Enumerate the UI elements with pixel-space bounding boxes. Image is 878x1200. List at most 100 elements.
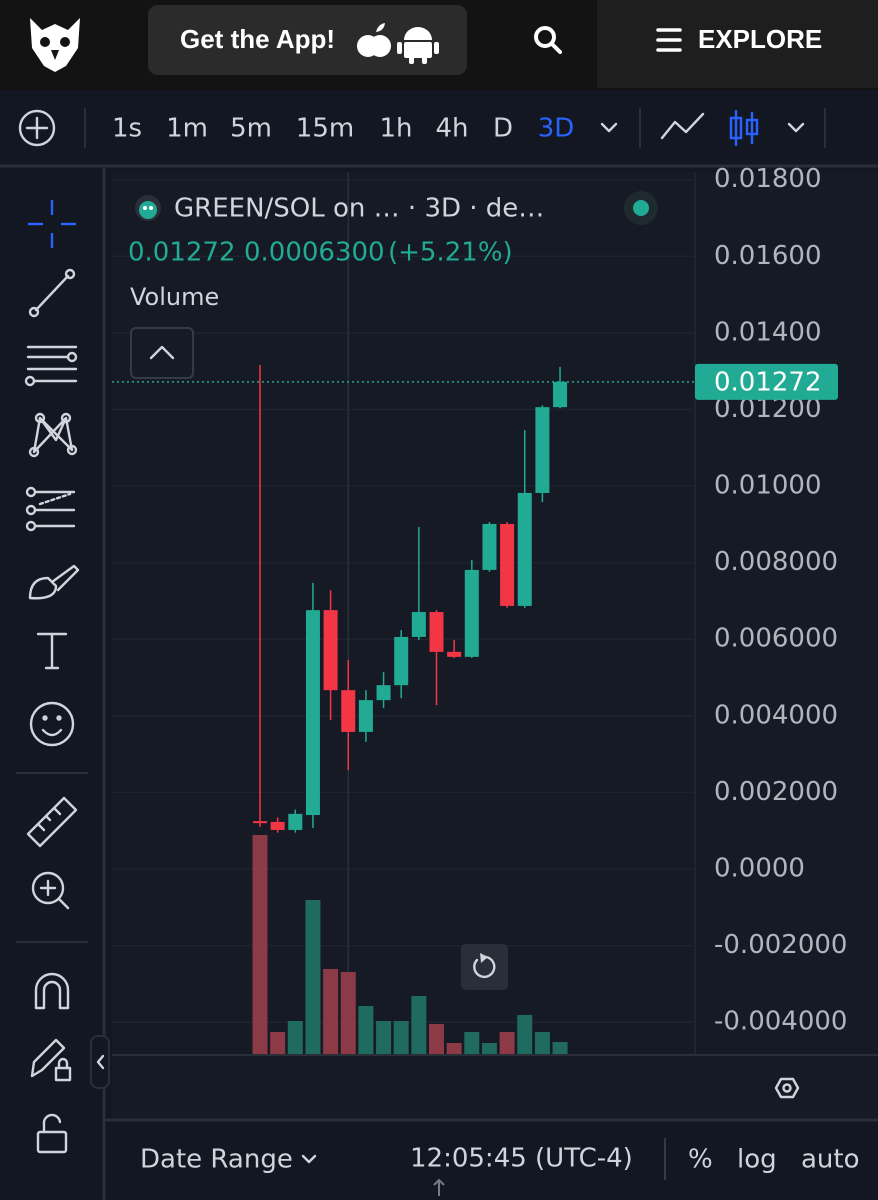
drawing-toolbar	[0, 168, 103, 1200]
interval-button[interactable]: 15m	[296, 114, 354, 144]
chart-pane	[112, 172, 878, 1055]
volume-bar	[464, 1032, 480, 1054]
candle-body	[447, 651, 462, 657]
logo[interactable]	[30, 18, 80, 72]
collapse-toolbar-button[interactable]	[90, 1035, 110, 1089]
android-icon	[397, 27, 439, 64]
candle-body	[305, 610, 320, 816]
volume-bar	[358, 1006, 374, 1054]
volume-bar	[393, 1021, 409, 1054]
add-symbol-button[interactable]	[18, 109, 56, 147]
emoji-tool[interactable]	[29, 701, 75, 747]
y-tick-label: 0.002000	[714, 777, 838, 807]
volume-bar	[376, 1021, 392, 1054]
y-tick-label: 0.006000	[714, 624, 838, 654]
candle-chart-icon[interactable]	[729, 110, 759, 146]
pattern-tool[interactable]	[28, 412, 78, 458]
volume-bar	[270, 1032, 286, 1054]
percent-toggle[interactable]: %	[688, 1145, 713, 1175]
footer	[106, 1122, 878, 1200]
get-app-text: Get the App!	[180, 24, 335, 54]
log-toggle[interactable]: log	[737, 1145, 777, 1175]
y-tick-label: 0.01000	[714, 471, 822, 501]
magnet-tool[interactable]	[34, 972, 70, 1010]
volume-bar	[252, 835, 268, 1054]
collapse-arrow	[96, 1054, 105, 1070]
candle-body	[323, 610, 338, 691]
status-change: 0.0006300	[244, 238, 385, 268]
y-tick-label: 0.008000	[714, 547, 838, 577]
interval-button[interactable]: 5m	[230, 114, 272, 144]
y-tick-label: -0.002000	[714, 930, 847, 960]
brush-tool[interactable]	[28, 564, 80, 600]
clock: 12:05:45 (UTC-4)	[410, 1144, 633, 1174]
candle-body	[517, 492, 532, 606]
reset-chart-button[interactable]	[461, 944, 508, 990]
volume-bar	[446, 1043, 462, 1054]
volume-bar	[499, 1032, 515, 1054]
market-status-dot	[633, 200, 649, 216]
search-icon[interactable]	[534, 26, 562, 54]
settings-center	[782, 1083, 792, 1093]
settings-button[interactable]	[774, 1077, 800, 1099]
y-tick-label: 0.01600	[714, 241, 822, 271]
text-tool[interactable]	[36, 632, 68, 670]
volume-legend: Volume	[130, 283, 219, 311]
explore-text: EXPLORE	[698, 24, 822, 54]
collapse-icon	[149, 345, 175, 360]
date-range-button[interactable]: Date Range	[140, 1145, 293, 1175]
scroll-indicator	[433, 1178, 445, 1196]
interval-button[interactable]: D	[493, 114, 513, 144]
forecast-tool[interactable]	[25, 486, 76, 532]
volume-bar	[517, 1015, 533, 1054]
unlock-tool[interactable]	[36, 1113, 68, 1154]
interval-button[interactable]: 1m	[166, 114, 208, 144]
y-tick-label: -0.004000	[714, 1007, 847, 1037]
fib-tool[interactable]	[24, 345, 78, 387]
volume-bar	[411, 996, 427, 1054]
volume-bar	[481, 1043, 497, 1054]
candle-body	[553, 381, 568, 408]
auto-toggle[interactable]: auto	[801, 1145, 860, 1175]
trend-line-tool[interactable]	[28, 268, 76, 318]
volume-bar	[323, 969, 339, 1054]
y-tick-label: 0.01400	[714, 317, 822, 347]
collapse-legend-button[interactable]	[130, 327, 194, 379]
time-axis	[112, 1057, 878, 1119]
menu-icon	[656, 28, 682, 52]
candle-body	[411, 612, 426, 637]
y-tick-label: 0.004000	[714, 700, 838, 730]
volume-bar	[552, 1042, 568, 1054]
symbol-icon	[135, 195, 161, 221]
candle-body	[394, 636, 409, 686]
volume-bar	[287, 1021, 303, 1054]
interval-button[interactable]: 1s	[112, 114, 142, 144]
explore-button[interactable]	[597, 0, 878, 88]
interval-dropdown[interactable]	[600, 122, 618, 133]
interval-button[interactable]: 1h	[379, 114, 412, 144]
last-price-tag	[695, 363, 838, 400]
status-change-pct: (+5.21%)	[388, 238, 513, 268]
candle-body	[482, 523, 497, 570]
candle-body	[253, 821, 267, 824]
candle-body	[341, 690, 356, 732]
candle-body	[464, 569, 479, 657]
candle-body	[429, 612, 444, 652]
lock-drawing-tool[interactable]	[30, 1038, 72, 1082]
interval-button[interactable]: 3D	[538, 114, 575, 144]
y-tick-label: 0.01800	[714, 164, 822, 194]
volume-bar	[305, 900, 321, 1054]
crosshair-tool[interactable]	[28, 200, 76, 248]
interval-button[interactable]: 4h	[435, 114, 468, 144]
zoom-tool[interactable]	[31, 871, 70, 910]
candle-body	[270, 821, 285, 830]
volume-bar	[340, 972, 356, 1054]
get-app-button[interactable]	[148, 5, 467, 75]
ruler-tool[interactable]	[26, 796, 78, 848]
chart-type-dropdown[interactable]	[787, 122, 805, 133]
line-chart-icon[interactable]	[660, 112, 705, 140]
volume-bar	[534, 1032, 550, 1054]
volume-bar	[429, 1024, 444, 1054]
reset-icon	[473, 955, 496, 979]
